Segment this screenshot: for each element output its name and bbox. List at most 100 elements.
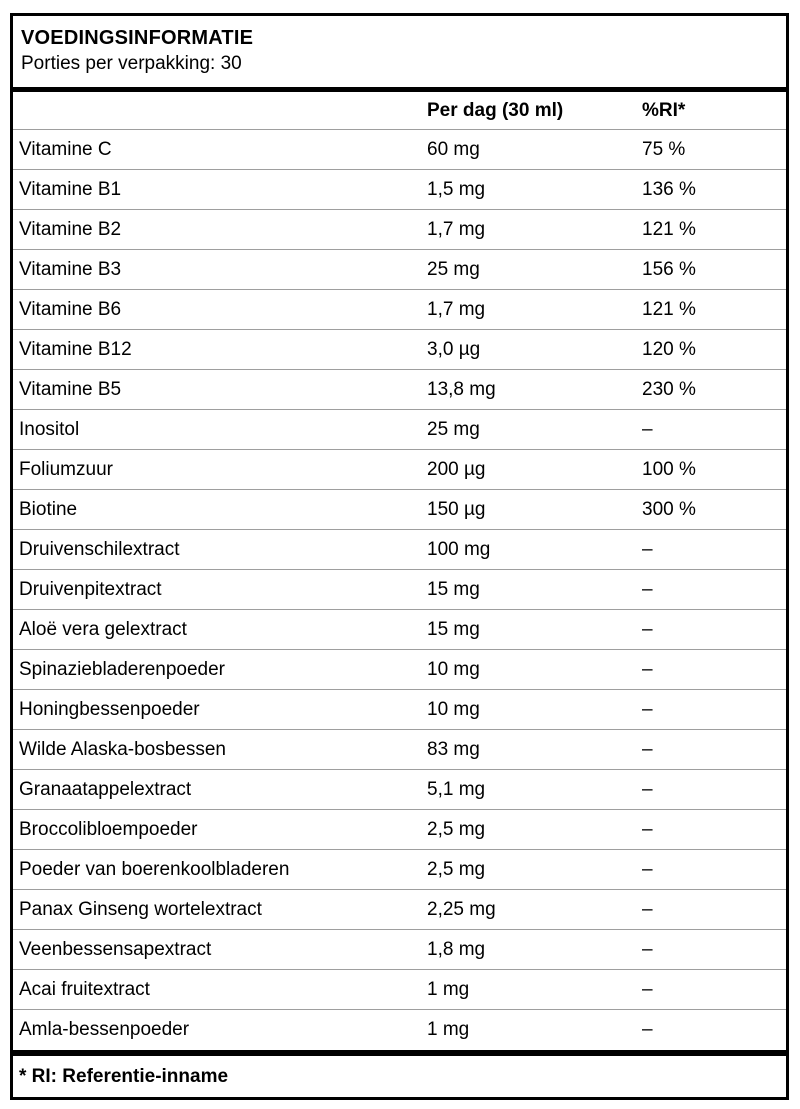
ingredient-amount: 15 mg [427, 578, 480, 600]
ingredient-name: Vitamine B2 [19, 218, 122, 240]
ingredient-ri: – [642, 978, 653, 1000]
ingredient-amount: 1 mg [427, 978, 470, 1000]
ingredient-ri: – [642, 938, 653, 960]
label-header: VOEDINGSINFORMATIE Porties per verpakkin… [13, 16, 786, 87]
table-row: Amla-bessenpoeder 1 mg – [13, 1010, 786, 1050]
table-row: Honingbessenpoeder 10 mg – [13, 690, 786, 730]
table-row: Vitamine B5 13,8 mg 230 % [13, 370, 786, 410]
ingredient-name: Vitamine B3 [19, 258, 122, 280]
ingredient-amount: 5,1 mg [427, 778, 486, 800]
ingredient-name: Vitamine B12 [19, 338, 132, 360]
ingredient-amount: 83 mg [427, 738, 480, 760]
table-row: Acai fruitextract 1 mg – [13, 970, 786, 1010]
table-row: Foliumzuur 200 µg 100 % [13, 450, 786, 490]
ingredient-ri: – [642, 618, 653, 640]
ingredient-name: Broccolibloempoeder [19, 818, 198, 840]
table-row: Vitamine B12 3,0 µg 120 % [13, 330, 786, 370]
table-row: Spinaziebladerenpoeder 10 mg – [13, 650, 786, 690]
table-row: Vitamine B2 1,7 mg 121 % [13, 210, 786, 250]
ingredient-ri: – [642, 738, 653, 760]
ingredient-amount: 2,5 mg [427, 818, 486, 840]
table-row: Druivenpitextract 15 mg – [13, 570, 786, 610]
ingredient-name: Vitamine B1 [19, 178, 122, 200]
column-header-row: Per dag (30 ml) %RI* [13, 92, 786, 130]
nutrition-label: VOEDINGSINFORMATIE Porties per verpakkin… [10, 13, 789, 1100]
ingredient-ri: – [642, 898, 653, 920]
ingredient-ri: – [642, 658, 653, 680]
ingredient-name: Veenbessensapextract [19, 938, 212, 960]
ingredient-amount: 2,25 mg [427, 898, 496, 920]
table-row: Veenbessensapextract 1,8 mg – [13, 930, 786, 970]
table-row: Vitamine C 60 mg 75 % [13, 130, 786, 170]
table-body: Vitamine C 60 mg 75 % Vitamine B1 1,5 mg… [13, 130, 786, 1050]
ingredient-name: Druivenpitextract [19, 578, 162, 600]
table-row: Panax Ginseng wortelextract 2,25 mg – [13, 890, 786, 930]
ingredient-amount: 15 mg [427, 618, 480, 640]
ingredient-amount: 100 mg [427, 538, 491, 560]
ingredient-name: Honingbessenpoeder [19, 698, 200, 720]
ingredient-ri: 136 % [642, 178, 696, 200]
ingredient-ri: 156 % [642, 258, 696, 280]
ingredient-amount: 2,5 mg [427, 858, 486, 880]
table-row: Granaatappelextract 5,1 mg – [13, 770, 786, 810]
table-row: Vitamine B6 1,7 mg 121 % [13, 290, 786, 330]
ri-footnote: * RI: Referentie-inname [19, 1065, 229, 1087]
ingredient-ri: – [642, 778, 653, 800]
ingredient-ri: 230 % [642, 378, 696, 400]
column-header-ri: %RI* [642, 99, 686, 121]
ingredient-amount: 1 mg [427, 1019, 470, 1040]
table-row: Aloë vera gelextract 15 mg – [13, 610, 786, 650]
ingredient-name: Acai fruitextract [19, 978, 150, 1000]
ingredient-name: Inositol [19, 418, 80, 440]
ingredient-amount: 1,5 mg [427, 178, 486, 200]
column-header-amount: Per dag (30 ml) [427, 99, 564, 121]
ingredient-ri: – [642, 418, 653, 440]
ingredient-amount: 3,0 µg [427, 338, 481, 360]
ingredient-amount: 1,7 mg [427, 298, 486, 320]
table-row: Poeder van boerenkoolbladeren 2,5 mg – [13, 850, 786, 890]
ingredient-ri: 75 % [642, 138, 686, 160]
ingredient-ri: – [642, 698, 653, 720]
label-title: VOEDINGSINFORMATIE [21, 27, 254, 49]
ingredient-name: Biotine [19, 498, 78, 520]
table-row: Biotine 150 µg 300 % [13, 490, 786, 530]
header-divider [13, 87, 786, 92]
ingredient-name: Vitamine B6 [19, 298, 122, 320]
servings-per-package: Porties per verpakking: 30 [21, 53, 242, 74]
ingredient-ri: 121 % [642, 298, 696, 320]
ingredient-name: Vitamine C [19, 138, 112, 160]
ingredient-ri: – [642, 538, 653, 560]
footer-divider [13, 1050, 786, 1056]
ingredient-ri: – [642, 1019, 653, 1040]
ingredient-ri: 300 % [642, 498, 696, 520]
ingredient-ri: 121 % [642, 218, 696, 240]
table-row: Wilde Alaska-bosbessen 83 mg – [13, 730, 786, 770]
ingredient-amount: 25 mg [427, 258, 480, 280]
ingredient-ri: – [642, 578, 653, 600]
ingredient-name: Vitamine B5 [19, 378, 122, 400]
ingredient-amount: 150 µg [427, 498, 486, 520]
ingredient-amount: 10 mg [427, 698, 480, 720]
ingredient-amount: 25 mg [427, 418, 480, 440]
table-row: Inositol 25 mg – [13, 410, 786, 450]
table-row: Vitamine B3 25 mg 156 % [13, 250, 786, 290]
ingredient-name: Aloë vera gelextract [19, 618, 187, 640]
ingredient-amount: 13,8 mg [427, 378, 496, 400]
ingredient-name: Granaatappelextract [19, 778, 192, 800]
ingredient-name: Amla-bessenpoeder [19, 1019, 190, 1040]
ingredient-name: Druivenschilextract [19, 538, 180, 560]
ingredient-amount: 60 mg [427, 138, 480, 160]
ingredient-ri: – [642, 818, 653, 840]
footnote-row: * RI: Referentie-inname [13, 1056, 786, 1097]
ingredient-ri: 100 % [642, 458, 696, 480]
ingredient-name: Poeder van boerenkoolbladeren [19, 858, 290, 880]
table-row: Vitamine B1 1,5 mg 136 % [13, 170, 786, 210]
table-row: Broccolibloempoeder 2,5 mg – [13, 810, 786, 850]
ingredient-name: Wilde Alaska-bosbessen [19, 738, 226, 760]
ingredient-amount: 10 mg [427, 658, 480, 680]
ingredient-name: Spinaziebladerenpoeder [19, 658, 225, 680]
ingredient-name: Foliumzuur [19, 458, 113, 480]
ingredient-name: Panax Ginseng wortelextract [19, 898, 262, 920]
table-row: Druivenschilextract 100 mg – [13, 530, 786, 570]
ingredient-amount: 1,7 mg [427, 218, 486, 240]
